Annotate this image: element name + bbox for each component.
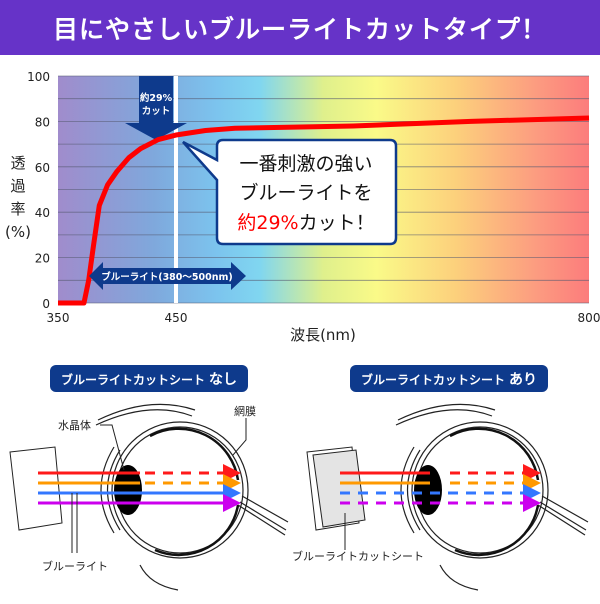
- y-axis-label-part: (%): [5, 223, 31, 241]
- y-tick-label: 60: [35, 161, 50, 175]
- y-axis-label: 透過率 (%): [5, 154, 31, 241]
- cut-arrow-line1: 約29%: [140, 92, 173, 104]
- y-tick-label: 100: [27, 70, 50, 84]
- eye-illustration: [94, 403, 290, 592]
- badge-with-suffix: あり: [509, 372, 537, 388]
- y-tick-label: 0: [42, 297, 50, 311]
- x-tick-label: 450: [165, 311, 188, 325]
- sheet-label: ブルーライトカットシート: [292, 549, 424, 563]
- cut-arrow: 約29% カット: [125, 76, 187, 140]
- callout-line1: 一番刺激の強い: [239, 153, 372, 175]
- x-tick-label: 800: [578, 311, 600, 325]
- badge-with: [350, 365, 548, 392]
- y-axis-label-part: 過: [10, 177, 25, 195]
- y-tick-label: 40: [35, 206, 50, 220]
- transmittance-chart: 0 20 40 60 80 100 350 450 800 約29% カット ブルーライト(3…: [5, 70, 600, 344]
- callout-line2: ブルーライトを: [239, 181, 372, 204]
- badge-with-prefix: ブルーライトカットシート: [361, 372, 505, 387]
- panel-with-sheet: ブルーライトカットシート あり ブルーライトカットシート: [292, 365, 590, 592]
- panel-without-sheet: ブルーライトカットシート なし 水晶体 網膜 ブルーライト: [9, 365, 290, 592]
- callout-line3: カット！: [299, 212, 375, 234]
- retina-label: 網膜: [234, 404, 256, 418]
- callout: 一番刺激の強い ブルーライトを 約29%カット！: [182, 138, 398, 246]
- blue-light-label: ブルーライト: [42, 559, 108, 573]
- cut-arrow-line2: カット: [142, 106, 171, 117]
- lens-label: 水晶体: [58, 418, 91, 432]
- headline-banner: 目にやさしいブルーライトカットタイプ！: [0, 0, 600, 55]
- y-tick-label: 80: [35, 115, 50, 129]
- eye-diagrams: ブルーライトカットシート なし 水晶体 網膜 ブルーライト ブルーライトカットシー…: [9, 365, 590, 592]
- range-label: ブルーライト(380〜500nm): [101, 271, 233, 283]
- transmittance-curve: [58, 115, 590, 306]
- screen: [9, 446, 63, 531]
- y-axis-label-part: 率: [10, 200, 25, 218]
- svg-text:約29%カット！: 約29%カット！: [237, 212, 374, 234]
- y-tick-label: 20: [35, 252, 50, 266]
- callout-highlight: 約29%: [237, 212, 298, 234]
- blue-light-range-arrow: ブルーライト(380〜500nm): [89, 262, 246, 290]
- blue-light-cut-sheet: [312, 449, 366, 528]
- x-axis-label: 波長(nm): [290, 326, 356, 344]
- badge-without-suffix: なし: [209, 372, 237, 388]
- y-axis-label-part: 透: [10, 154, 25, 172]
- x-tick-label: 350: [47, 311, 70, 325]
- badge-without: [50, 365, 248, 392]
- badge-without-prefix: ブルーライトカットシート: [61, 372, 205, 387]
- eye-illustration: [394, 403, 590, 592]
